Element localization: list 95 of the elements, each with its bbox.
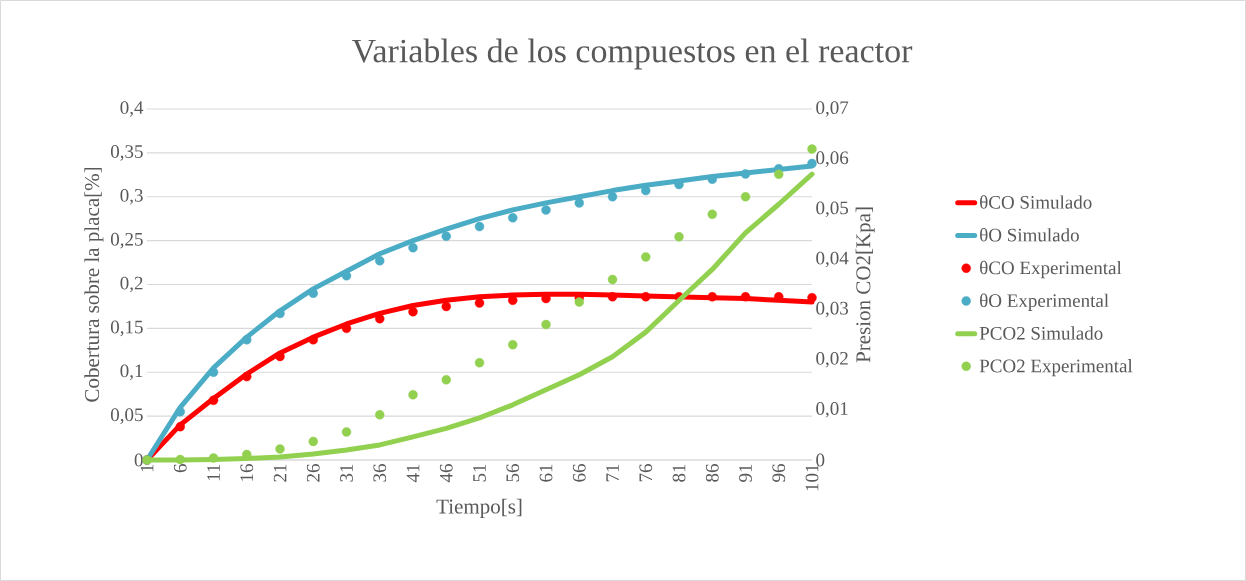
y-tick-label: 0,15 (110, 320, 143, 337)
point (641, 252, 651, 262)
point (474, 221, 485, 232)
point (375, 314, 385, 324)
y2-axis-title: Presion CO2[Kpa] (855, 207, 875, 363)
point (175, 407, 185, 417)
point (341, 427, 352, 437)
y2-tick-label: 0,07 (816, 101, 849, 117)
x-tick-label: 11 (207, 464, 220, 481)
point (774, 169, 784, 179)
point (375, 256, 385, 266)
point (607, 192, 618, 202)
legend-label: PCO2 Experimental (979, 359, 1133, 377)
legend-label: θO Experimental (980, 293, 1109, 311)
point (308, 436, 318, 447)
y-tick-label: 0,25 (110, 232, 143, 249)
point (607, 292, 618, 302)
y2-tick-label: 0,06 (816, 151, 849, 167)
point (208, 453, 219, 463)
point (175, 454, 185, 465)
x-tick-label: 46 (439, 464, 453, 483)
legend-label: θCO Simulado (980, 195, 1092, 209)
point (441, 231, 451, 241)
x-tick-label: 71 (606, 464, 619, 482)
point (275, 444, 285, 454)
x-tick-label: 76 (639, 464, 653, 482)
point (474, 298, 485, 308)
y-tick-label: 0,05 (110, 408, 143, 424)
x-tick-label: 6 (173, 464, 187, 473)
x-tick-label: 56 (506, 464, 520, 482)
x-tick-label: 101 (805, 464, 819, 491)
point (341, 271, 352, 281)
point (408, 242, 418, 253)
point (408, 390, 418, 400)
y-tick-label: 0,1 (120, 364, 143, 381)
y-tick-label: 0 (134, 453, 143, 467)
y-tick-label: 0,2 (120, 276, 143, 293)
point (208, 395, 219, 406)
point (175, 421, 185, 432)
y-axis-title: Cobertura sobre la placa[%] (84, 167, 104, 402)
x-tick-label: 26 (306, 464, 320, 482)
point (408, 306, 418, 317)
point (574, 297, 584, 307)
point (375, 410, 385, 420)
y2-tick-label: 0,01 (816, 402, 848, 418)
legend-label: PCO2 Simulado (979, 326, 1103, 340)
legend-label: θCO Experimental (980, 260, 1122, 279)
x-tick-label: 16 (240, 464, 254, 481)
point (740, 292, 751, 302)
point (308, 335, 318, 345)
x-tick-label: 81 (672, 464, 686, 482)
x-tick-label: 91 (739, 464, 752, 482)
point (242, 371, 252, 382)
y-tick-label: 0,3 (120, 188, 143, 205)
x-tick-label: 21 (273, 464, 287, 482)
point (275, 308, 285, 319)
point (707, 174, 717, 184)
y2-tick-label: 0,04 (816, 251, 849, 268)
chart-title: Variables de los compuestos en el reactor (351, 38, 913, 70)
x-axis-title: Tiempo[s] (436, 498, 522, 518)
point (541, 319, 551, 330)
point (607, 274, 618, 285)
point (807, 292, 817, 303)
x-tick-label: 66 (572, 464, 586, 482)
x-tick-label: 1 (140, 464, 154, 472)
x-tick-label: 61 (539, 464, 553, 482)
y2-tick-label: 0,03 (816, 301, 849, 318)
point (674, 232, 684, 242)
x-tick-label: 31 (340, 464, 353, 482)
point (541, 205, 551, 215)
x-tick-label: 51 (473, 464, 486, 482)
point (441, 375, 451, 385)
point (707, 292, 717, 302)
point (807, 144, 817, 154)
point (474, 358, 485, 368)
y2-tick-label: 0,02 (816, 351, 848, 368)
y-tick-label: 0,35 (110, 145, 143, 161)
point (807, 158, 817, 169)
point (242, 335, 252, 345)
point (707, 209, 717, 219)
y2-tick-label: 0,05 (816, 201, 849, 218)
y-tick-label: 0,4 (120, 101, 144, 117)
x-tick-label: 36 (373, 464, 387, 482)
x-tick-label: 96 (772, 464, 786, 482)
x-tick-label: 41 (406, 464, 420, 483)
point (740, 192, 751, 202)
point (508, 339, 518, 350)
legend-label: θO Simulado (980, 228, 1079, 242)
y2-tick-label: 0 (816, 453, 825, 467)
point (508, 213, 518, 223)
point (441, 301, 451, 312)
x-tick-label: 86 (705, 464, 719, 482)
point (574, 198, 584, 208)
point (740, 169, 751, 179)
point (641, 292, 651, 302)
